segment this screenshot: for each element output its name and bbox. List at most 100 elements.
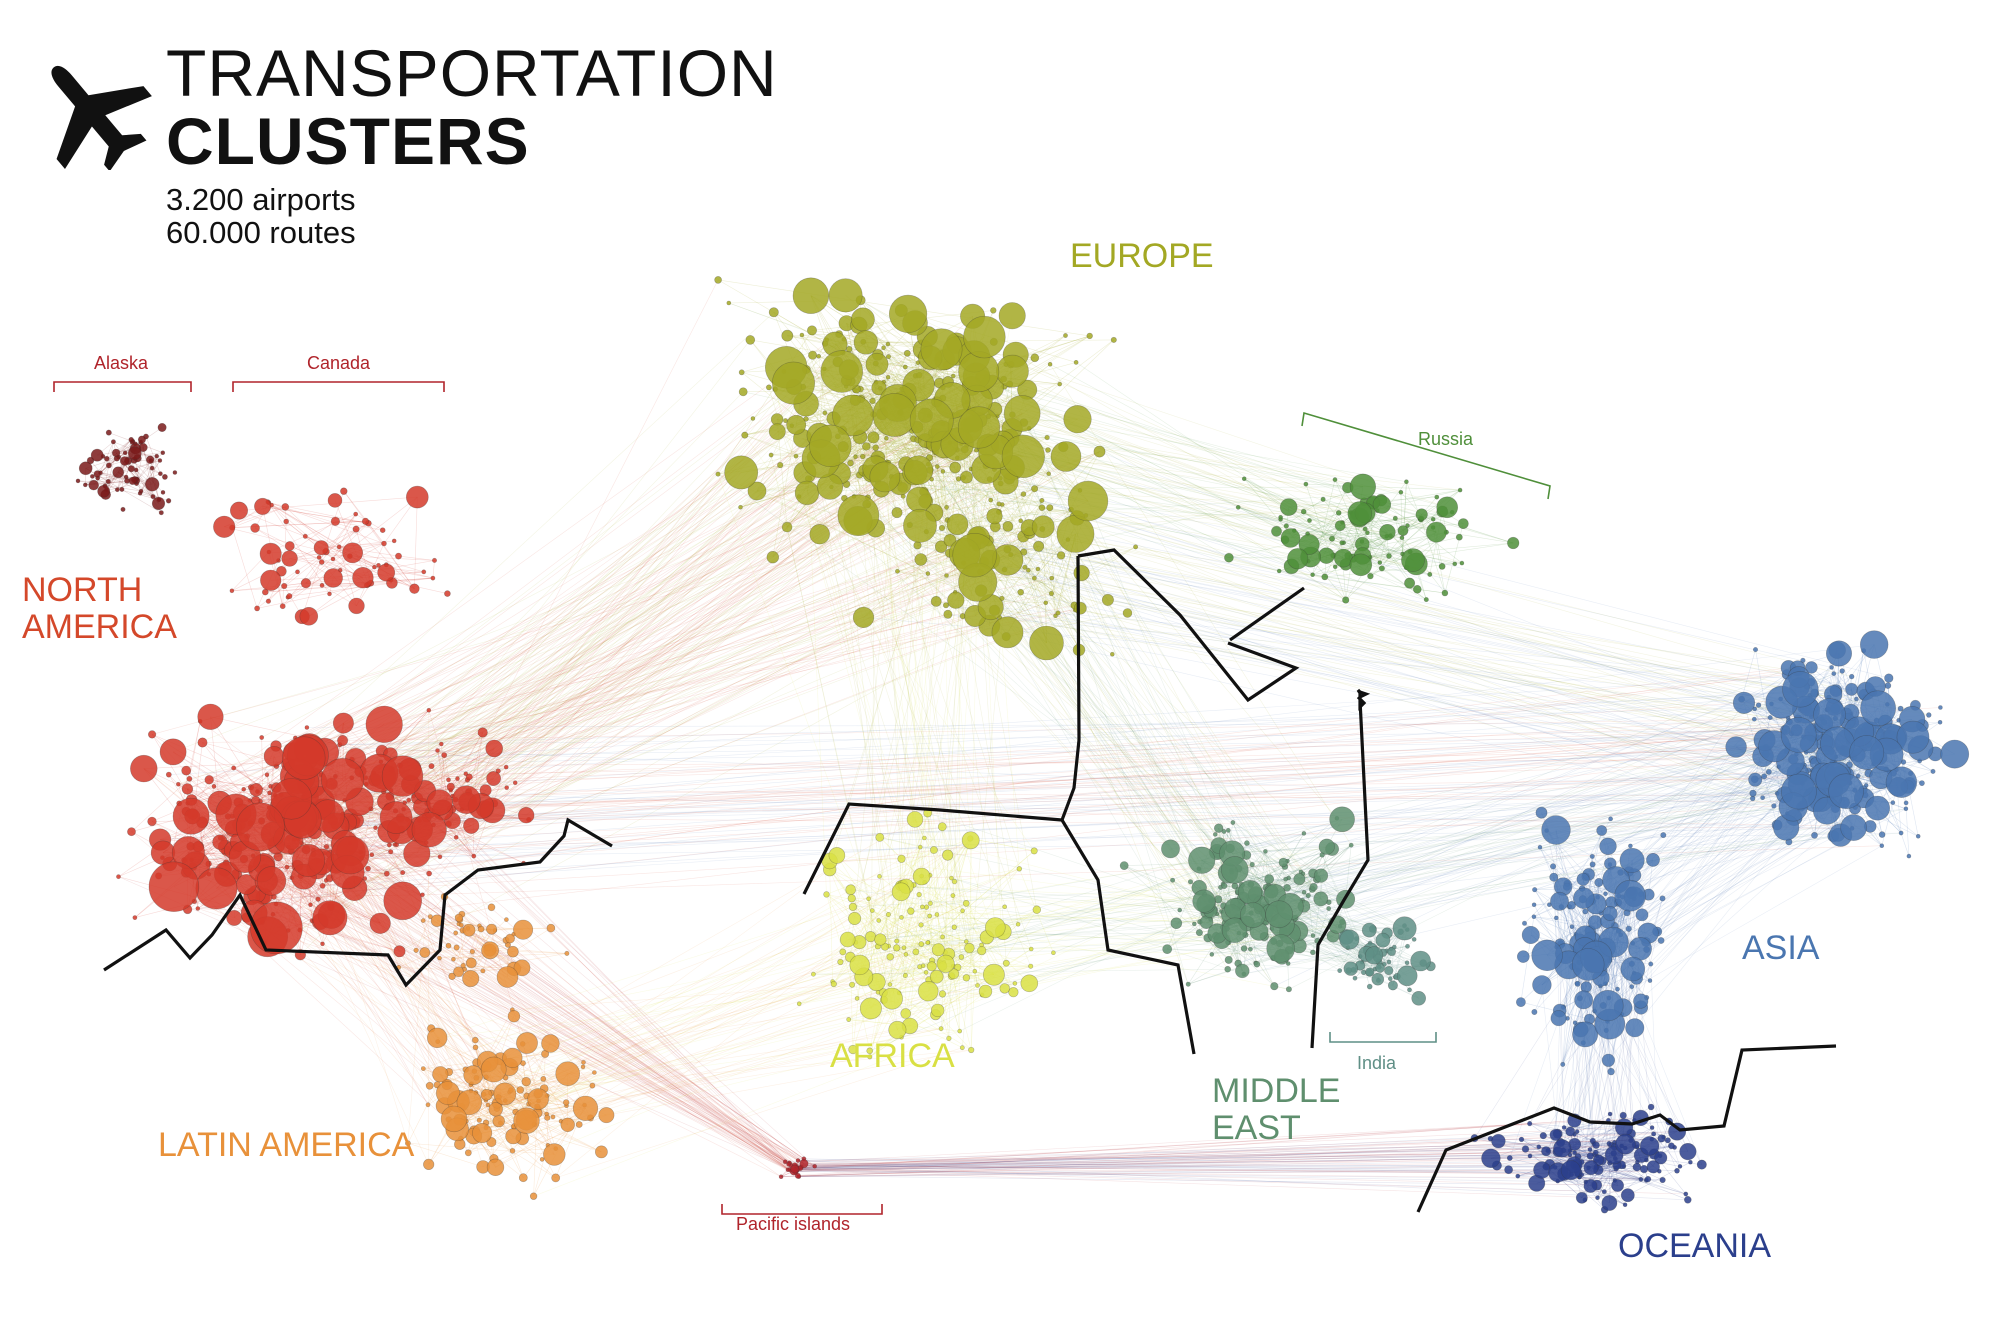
route-edge (1099, 451, 1818, 738)
route-edge (268, 513, 356, 553)
airport-node (1404, 479, 1409, 485)
airport-node (437, 955, 442, 961)
route-edge (453, 925, 480, 960)
route-edge (850, 957, 854, 1050)
route-edge (994, 451, 1100, 517)
route-edge (381, 732, 483, 752)
route-edge (1203, 833, 1305, 902)
route-edge (951, 878, 962, 958)
route-edge (289, 558, 424, 573)
route-edge (1373, 502, 1514, 544)
route-edge (494, 919, 507, 931)
airport-node (1002, 904, 1008, 910)
route-edge (872, 910, 929, 943)
airport-node (149, 465, 155, 471)
airport-node (1399, 535, 1405, 541)
airport-node (1831, 671, 1837, 676)
airport-node (372, 564, 377, 570)
route-edge (1560, 906, 1562, 944)
route-edge (869, 970, 975, 1058)
route-edge (407, 1084, 438, 1144)
airport-node (438, 741, 444, 747)
route-edge (1028, 569, 1052, 579)
route-edge (495, 1108, 586, 1168)
route-edge (1002, 500, 1042, 505)
route-edge (1331, 531, 1388, 539)
route-edge (863, 546, 942, 618)
route-edge (1009, 478, 1062, 556)
route-edge (106, 439, 132, 459)
route-edge (909, 524, 1082, 574)
route-edge (139, 460, 161, 494)
route-edge (1343, 532, 1368, 543)
route-edge (256, 528, 357, 609)
route-edge (1379, 536, 1387, 563)
route-edge (897, 571, 947, 576)
route-edge (1188, 935, 1334, 985)
route-edge (1011, 467, 1059, 614)
route-edge (914, 819, 948, 856)
route-edge (970, 971, 976, 1051)
airport-node (1049, 575, 1055, 581)
route-edge (189, 721, 201, 779)
airport-node (1937, 719, 1943, 725)
route-edge (1265, 851, 1305, 893)
route-edge (937, 466, 956, 593)
airport-node (1035, 566, 1041, 572)
route-edge (897, 571, 1737, 748)
route-edge (880, 838, 971, 940)
route-edge (232, 506, 286, 528)
route-edge (872, 910, 924, 966)
route-edge (469, 1102, 549, 1146)
route-edge (512, 1009, 568, 1125)
route-edge (848, 868, 1020, 1020)
route-edge (850, 957, 870, 1051)
airport-node (1026, 567, 1031, 573)
route-edge (1400, 492, 1434, 528)
airport-node (1301, 889, 1307, 895)
route-edge (940, 948, 970, 1029)
route-edge (826, 894, 927, 973)
route-edge (1024, 567, 1076, 611)
airport-node (138, 488, 144, 494)
airport-node (919, 904, 925, 910)
route-edge (1023, 551, 1076, 611)
airport-node (195, 906, 201, 911)
route-edge (1370, 536, 1460, 558)
route-edge (292, 443, 962, 753)
airport-node (435, 748, 440, 753)
airport-node (320, 941, 325, 947)
airport-node (1890, 800, 1896, 805)
route-edge (879, 837, 921, 848)
airport-node (90, 474, 95, 479)
route-edge (289, 545, 364, 578)
route-edge (288, 872, 403, 931)
route-edge (1307, 895, 1314, 936)
airport-node (1879, 843, 1885, 849)
route-edge (1305, 483, 1461, 491)
airport-node (1043, 600, 1049, 606)
airport-node (750, 416, 756, 421)
airport-node (1209, 952, 1215, 957)
airport-node (503, 764, 509, 770)
route-edge (1198, 868, 1219, 900)
route-edge (100, 452, 126, 473)
route-edge (305, 536, 375, 568)
route-edge (829, 869, 886, 947)
route-edge (439, 953, 567, 959)
airport-node (1276, 568, 1282, 574)
airport-node (504, 785, 510, 790)
route-edge (439, 949, 490, 959)
route-edge (422, 896, 445, 921)
airport-node (1192, 921, 1197, 927)
route-edge (1294, 530, 1391, 536)
route-edge (1023, 493, 1043, 508)
route-edge (826, 894, 897, 942)
route-edge (909, 894, 920, 1026)
route-edge (1334, 479, 1418, 590)
route-edge (829, 869, 923, 908)
route-edge (1340, 525, 1387, 537)
airport-node (923, 970, 929, 975)
route-edge (970, 838, 1035, 852)
route-edge (799, 956, 891, 1005)
